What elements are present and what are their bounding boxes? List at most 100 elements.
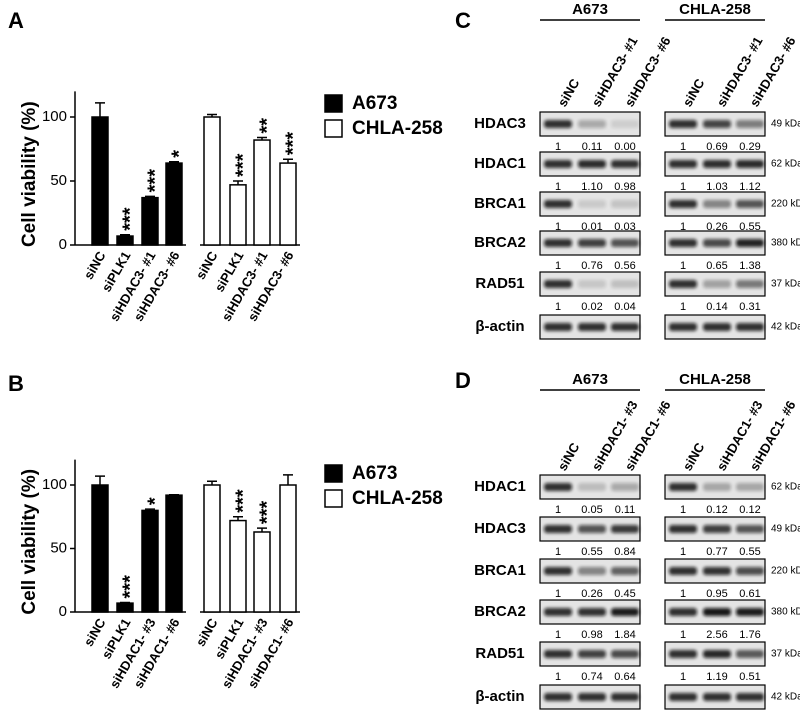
cell-line: CHLA-258 — [679, 1, 751, 18]
blot-band — [736, 160, 764, 168]
blot-band — [544, 280, 572, 288]
protein-label: RAD51 — [475, 645, 524, 662]
bar — [229, 184, 247, 246]
bar — [279, 162, 297, 246]
blot-band — [736, 200, 764, 208]
bar — [229, 519, 247, 613]
bar — [91, 484, 109, 613]
blot-band — [669, 239, 697, 247]
band-quantity: 1 — [680, 588, 686, 600]
blot-band — [578, 525, 606, 533]
significance: *** — [119, 575, 141, 599]
band-quantity: 0.11 — [582, 141, 603, 153]
cell-line: CHLA-258 — [679, 371, 751, 388]
blot-band — [669, 567, 697, 575]
panel-label: C — [455, 8, 471, 33]
y-axis-label: Cell viability (%) — [19, 101, 40, 247]
protein-label: HDAC1 — [474, 478, 526, 495]
blot-band — [669, 608, 697, 616]
blot-band — [611, 239, 639, 247]
kda-label: 220 kDa — [771, 199, 800, 210]
blot-band — [544, 608, 572, 616]
blot-band — [736, 693, 764, 701]
blot-band — [736, 483, 764, 491]
blot-band — [611, 650, 639, 658]
blot-band — [703, 567, 731, 575]
band-quantity: 1 — [555, 301, 561, 313]
panel-label: D — [455, 368, 471, 393]
blot-band — [703, 693, 731, 701]
blot-band — [611, 483, 639, 491]
band-quantity: 0.00 — [614, 141, 635, 153]
kda-label: 49 kDa — [771, 119, 800, 130]
blot-band — [544, 650, 572, 658]
band-quantity: 0.98 — [614, 181, 635, 193]
cell-line: A673 — [572, 371, 608, 388]
band-quantity: 0.65 — [706, 260, 727, 272]
blot-band — [544, 525, 572, 533]
blot-band — [544, 693, 572, 701]
band-quantity: 1.03 — [706, 181, 727, 193]
significance: *** — [232, 489, 254, 513]
band-quantity: 0.26 — [706, 221, 727, 233]
band-quantity: 1.19 — [706, 671, 727, 683]
blot-band — [736, 323, 764, 331]
panel-label: B — [8, 371, 24, 396]
band-quantity: 0.03 — [614, 221, 635, 233]
cell-line: A673 — [572, 1, 608, 18]
band-quantity: 1 — [680, 671, 686, 683]
bar — [203, 116, 221, 246]
blot-band — [578, 693, 606, 701]
bar — [253, 531, 271, 613]
band-quantity: 1 — [680, 504, 686, 516]
band-quantity: 0.04 — [614, 301, 635, 313]
band-quantity: 0.11 — [615, 504, 636, 516]
band-quantity: 0.26 — [581, 588, 602, 600]
blot-band — [703, 323, 731, 331]
blot-band — [736, 120, 764, 128]
blot-band — [703, 160, 731, 168]
band-quantity: 0.29 — [739, 141, 760, 153]
protein-label: RAD51 — [475, 275, 524, 292]
band-quantity: 0.64 — [614, 671, 635, 683]
band-quantity: 1 — [680, 546, 686, 558]
blot-band — [669, 120, 697, 128]
legend-swatch — [324, 94, 343, 113]
y-tick-label: 0 — [59, 236, 67, 253]
blot-band — [611, 323, 639, 331]
blot-band — [703, 608, 731, 616]
significance: ** — [256, 118, 278, 134]
bar — [165, 494, 183, 613]
blot-band — [578, 567, 606, 575]
band-quantity: 0.69 — [706, 141, 727, 153]
panel-label: A — [8, 8, 24, 33]
legend-label: CHLA-258 — [352, 488, 443, 509]
blot-band — [578, 323, 606, 331]
blot-band — [669, 280, 697, 288]
band-quantity: 0.61 — [739, 588, 760, 600]
band-quantity: 0.14 — [706, 301, 727, 313]
band-quantity: 1.10 — [581, 181, 602, 193]
blot-band — [578, 200, 606, 208]
blot-band — [578, 483, 606, 491]
band-quantity: 0.55 — [739, 221, 760, 233]
band-quantity: 0.76 — [581, 260, 602, 272]
band-quantity: 1.38 — [739, 260, 760, 272]
legend-swatch — [324, 119, 343, 138]
protein-label: HDAC3 — [474, 115, 526, 132]
band-quantity: 1 — [680, 141, 686, 153]
blot-band — [611, 693, 639, 701]
significance: *** — [119, 207, 141, 231]
kda-label: 220 kDa — [771, 566, 800, 577]
blot-band — [736, 239, 764, 247]
blot-band — [703, 200, 731, 208]
blot-band — [736, 280, 764, 288]
blot-band — [578, 650, 606, 658]
bar — [141, 196, 159, 246]
protein-label: HDAC1 — [474, 155, 526, 172]
significance: *** — [282, 132, 304, 156]
blot-band — [611, 567, 639, 575]
blot-band — [703, 483, 731, 491]
band-quantity: 0.05 — [581, 504, 602, 516]
band-quantity: 0.84 — [614, 546, 635, 558]
